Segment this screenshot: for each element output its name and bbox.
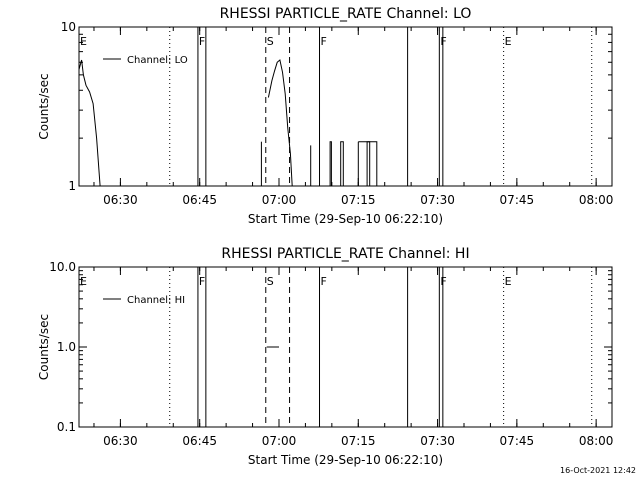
y-tick-label: 10 (61, 20, 76, 34)
x-tick-label: 07:00 (262, 193, 297, 207)
series-line (267, 59, 293, 187)
y-tick-label: 1.0 (57, 340, 76, 354)
x-tick-label: 07:45 (500, 434, 535, 448)
event-marker-label: E (505, 35, 512, 48)
event-marker-label: S (267, 35, 274, 48)
series-line (329, 141, 332, 186)
event-marker-label: E (80, 275, 87, 288)
x-axis-label: Start Time (29-Sep-10 06:22:10) (248, 453, 443, 467)
y-tick-label: 1 (68, 179, 76, 193)
legend-label: Channel: LO (127, 55, 188, 66)
series-line (358, 141, 378, 186)
x-tick-label: 08:00 (579, 193, 614, 207)
x-tick-label: 08:00 (579, 434, 614, 448)
legend-label: Channel: HI (127, 295, 185, 306)
event-marker-label: E (80, 35, 87, 48)
x-tick-label: 06:30 (103, 193, 138, 207)
event-marker-label: F (321, 35, 327, 48)
series-line (340, 141, 359, 187)
x-tick-label: 07:45 (500, 193, 535, 207)
plot-frame (78, 266, 613, 428)
event-marker-label: S (267, 275, 274, 288)
x-tick-label: 07:30 (420, 434, 455, 448)
y-tick-label: 10.0 (49, 260, 76, 274)
event-marker-label: F (440, 35, 446, 48)
event-marker-label: F (440, 275, 446, 288)
x-tick-label: 06:30 (103, 434, 138, 448)
event-marker-label: F (321, 275, 327, 288)
event-marker-label: E (505, 275, 512, 288)
y-axis-label: Counts/sec (37, 314, 51, 380)
x-tick-label: 06:45 (182, 193, 217, 207)
x-tick-label: 07:30 (420, 193, 455, 207)
chart-title: RHESSI PARTICLE_RATE Channel: LO (220, 6, 472, 22)
x-tick-label: 06:45 (182, 434, 217, 448)
y-tick-label: 0.1 (57, 420, 76, 434)
chart-title: RHESSI PARTICLE_RATE Channel: HI (221, 246, 469, 262)
event-marker-label: F (199, 275, 205, 288)
series-line (78, 59, 101, 187)
plot-timestamp: 16-Oct-2021 12:42 (560, 466, 636, 475)
x-tick-label: 07:00 (262, 434, 297, 448)
chart-panel-1: RHESSI PARTICLE_RATE Channel: LO Start Ti… (37, 6, 613, 226)
chart-panel-2: RHESSI PARTICLE_RATE Channel: HI Start Ti… (37, 246, 613, 467)
plot-frame (78, 26, 613, 187)
series-line (366, 141, 371, 186)
event-marker-label: F (199, 35, 205, 48)
x-axis-label: Start Time (29-Sep-10 06:22:10) (248, 212, 443, 226)
x-tick-label: 07:15 (341, 193, 376, 207)
y-axis-label: Counts/sec (37, 73, 51, 139)
x-tick-label: 07:15 (341, 434, 376, 448)
